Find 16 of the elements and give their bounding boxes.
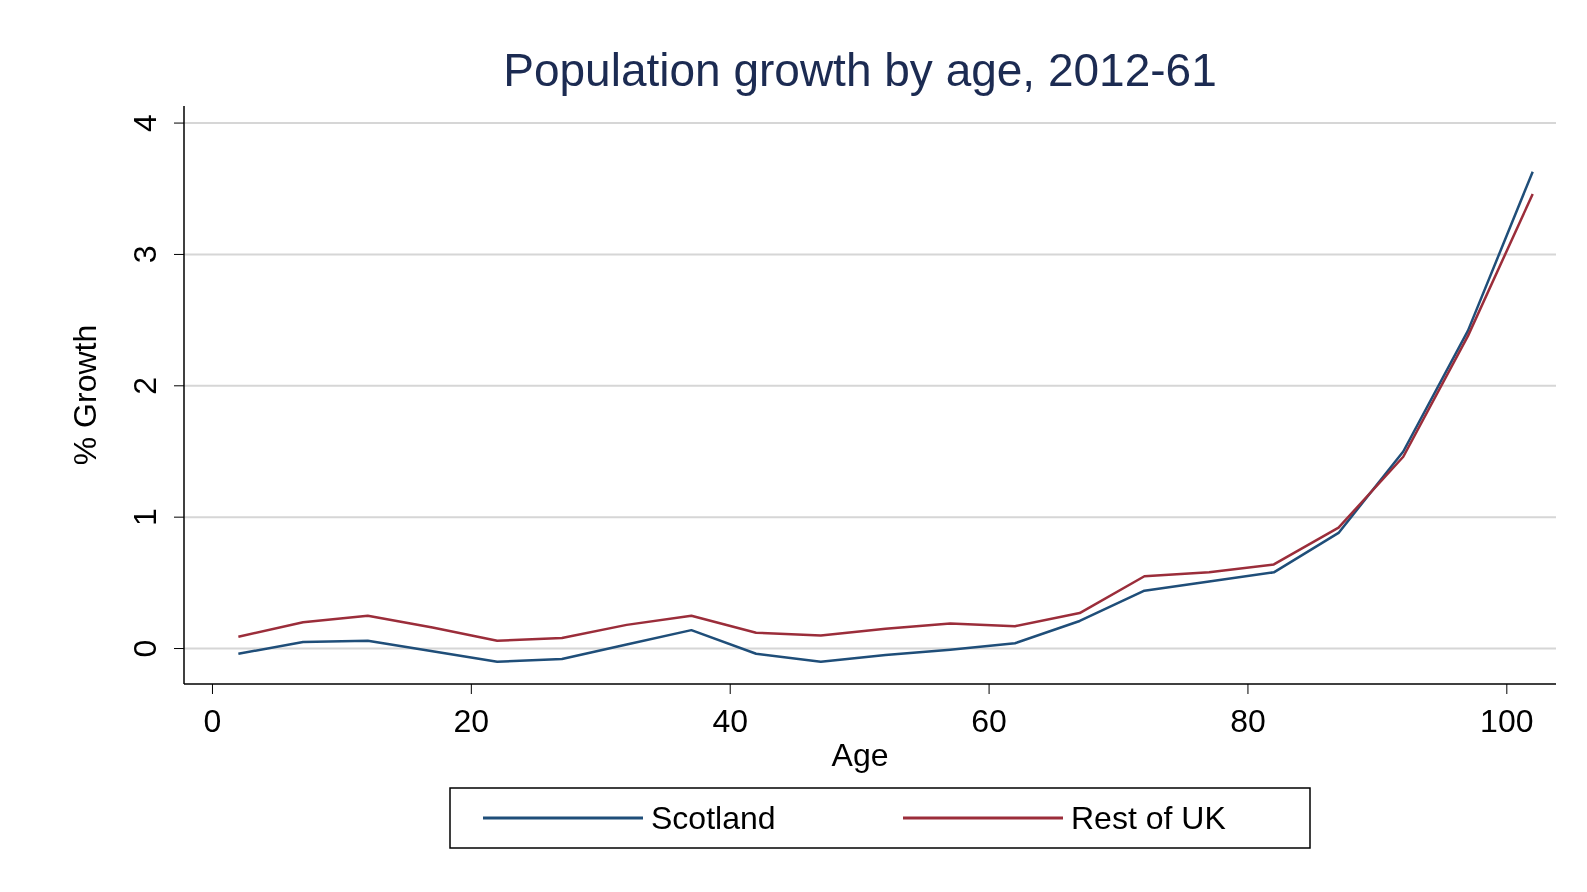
y-tick-label: 1 <box>127 508 163 527</box>
y-tick-label: 2 <box>127 376 163 395</box>
y-tick-label: 4 <box>127 114 163 132</box>
y-tick-label: 3 <box>127 245 163 264</box>
x-tick-label: 20 <box>453 703 490 739</box>
y-tick-label: 0 <box>127 639 163 658</box>
x-tick-label: 80 <box>1230 703 1266 739</box>
x-tick-label: 0 <box>203 703 222 739</box>
legend-label: Scotland <box>651 800 776 836</box>
x-tick-label: 100 <box>1480 703 1534 739</box>
x-tick-label: 40 <box>712 703 749 739</box>
x-axis-title: Age <box>831 737 889 773</box>
y-axis-title: % Growth <box>67 324 103 466</box>
legend-label: Rest of UK <box>1071 800 1226 836</box>
x-tick-label: 60 <box>971 703 1007 739</box>
chart-title: Population growth by age, 2012-61 <box>503 44 1217 96</box>
